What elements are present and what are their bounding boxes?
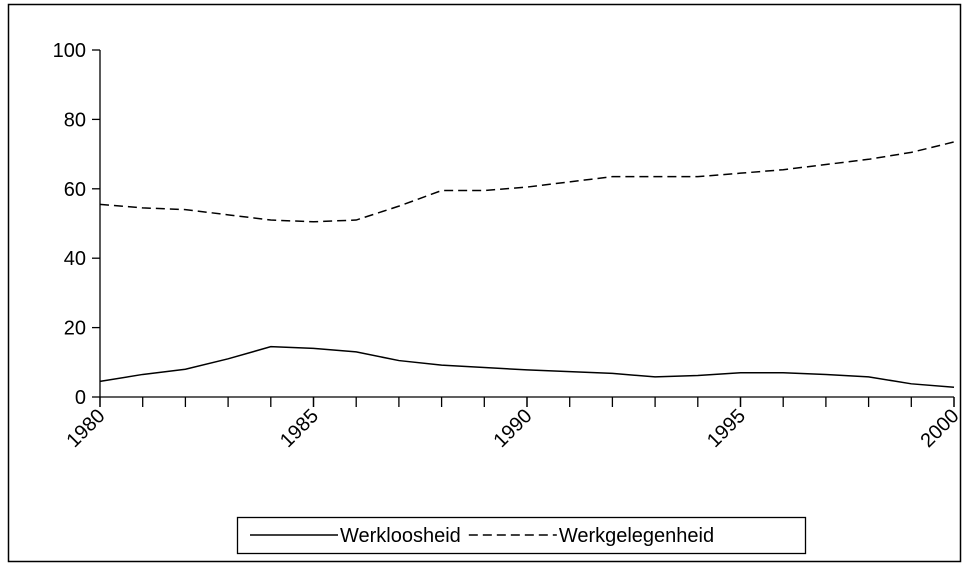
series-line [99, 345, 955, 389]
y-tick-label: 80 [64, 109, 86, 131]
legend-label: Werkgelegenheid [559, 525, 714, 547]
chart-border [7, 3, 962, 563]
y-tick-label: 40 [64, 248, 86, 270]
legend-label: Werkloosheid [340, 525, 461, 547]
y-tick-label: 0 [75, 387, 86, 409]
y-tick-label: 20 [64, 318, 86, 340]
y-tick-label: 100 [53, 40, 86, 62]
series-line [99, 141, 955, 223]
y-tick-label: 60 [64, 179, 86, 201]
